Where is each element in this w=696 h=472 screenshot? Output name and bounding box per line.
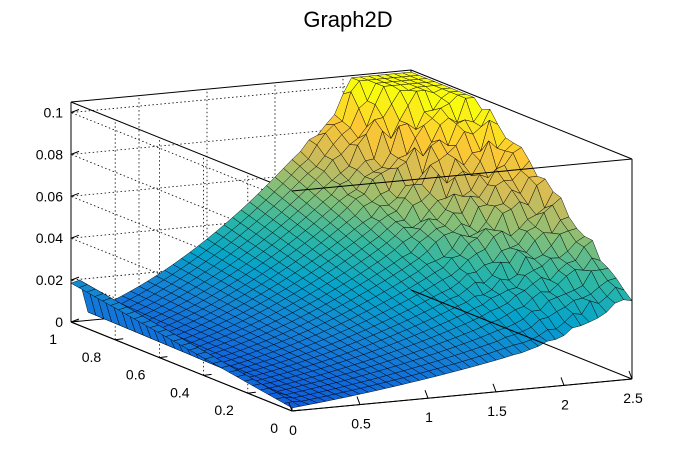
z-tick-5 [70, 109, 80, 113]
z-tick-label: 0.04 [36, 230, 63, 246]
x-tick-4 [560, 377, 565, 386]
x-tick-1 [356, 396, 361, 405]
x-tick-label: 1.5 [487, 403, 507, 419]
y-tick-2 [203, 373, 212, 376]
surface-mesh [70, 71, 633, 409]
x-tick-label: 0 [289, 422, 297, 438]
y-tick-5 [70, 320, 80, 323]
y-tick-4 [115, 338, 124, 341]
chart-title: Graph2D [303, 7, 392, 32]
z-tick-label: 0.06 [36, 188, 63, 204]
x-tick-3 [492, 383, 497, 392]
y-tick-1 [247, 391, 256, 394]
z-tick-2 [70, 234, 80, 239]
z-tick-4 [70, 150, 80, 155]
z-tick-3 [70, 192, 80, 197]
frame-edge-1 [70, 69, 412, 103]
x-tick-label: 1 [425, 409, 433, 425]
frame-edge-3 [70, 101, 293, 192]
z-tick-label: 0.1 [44, 104, 64, 120]
y-axis-line [70, 321, 293, 412]
z-tick-label: 0.02 [36, 272, 63, 288]
x-tick-2 [424, 390, 429, 399]
x-tick-label: 2 [561, 396, 569, 412]
z-tick-1 [70, 276, 80, 281]
x-tick-5 [628, 370, 633, 380]
y-tick-0 [291, 409, 301, 412]
y-tick-label: 0.8 [82, 349, 102, 365]
front-edge-1 [410, 289, 633, 380]
y-tick-label: 0.2 [214, 402, 234, 418]
y-tick-label: 0.4 [170, 384, 190, 400]
y-tick-label: 0 [270, 420, 278, 436]
x-tick-label: 2.5 [623, 390, 643, 406]
x-axis-line [291, 378, 633, 412]
front-edge-3 [291, 158, 633, 192]
y-tick-label: 1 [49, 331, 57, 347]
frame-edge-7 [410, 69, 633, 160]
axes: 0 0.02 0.04 0.06 0.08 0.1 0 0.5 1 1.5 2 2.5 0 0.2 0.4 0… [36, 102, 643, 438]
y-tick-3 [159, 356, 168, 359]
surface-cell [283, 401, 301, 409]
z-tick-label: 0.08 [36, 146, 63, 162]
y-tick-label: 0.6 [126, 367, 146, 383]
z-tick-label: 0 [55, 314, 63, 330]
x-tick-0 [288, 402, 293, 412]
x-tick-label: 0.5 [351, 416, 371, 432]
